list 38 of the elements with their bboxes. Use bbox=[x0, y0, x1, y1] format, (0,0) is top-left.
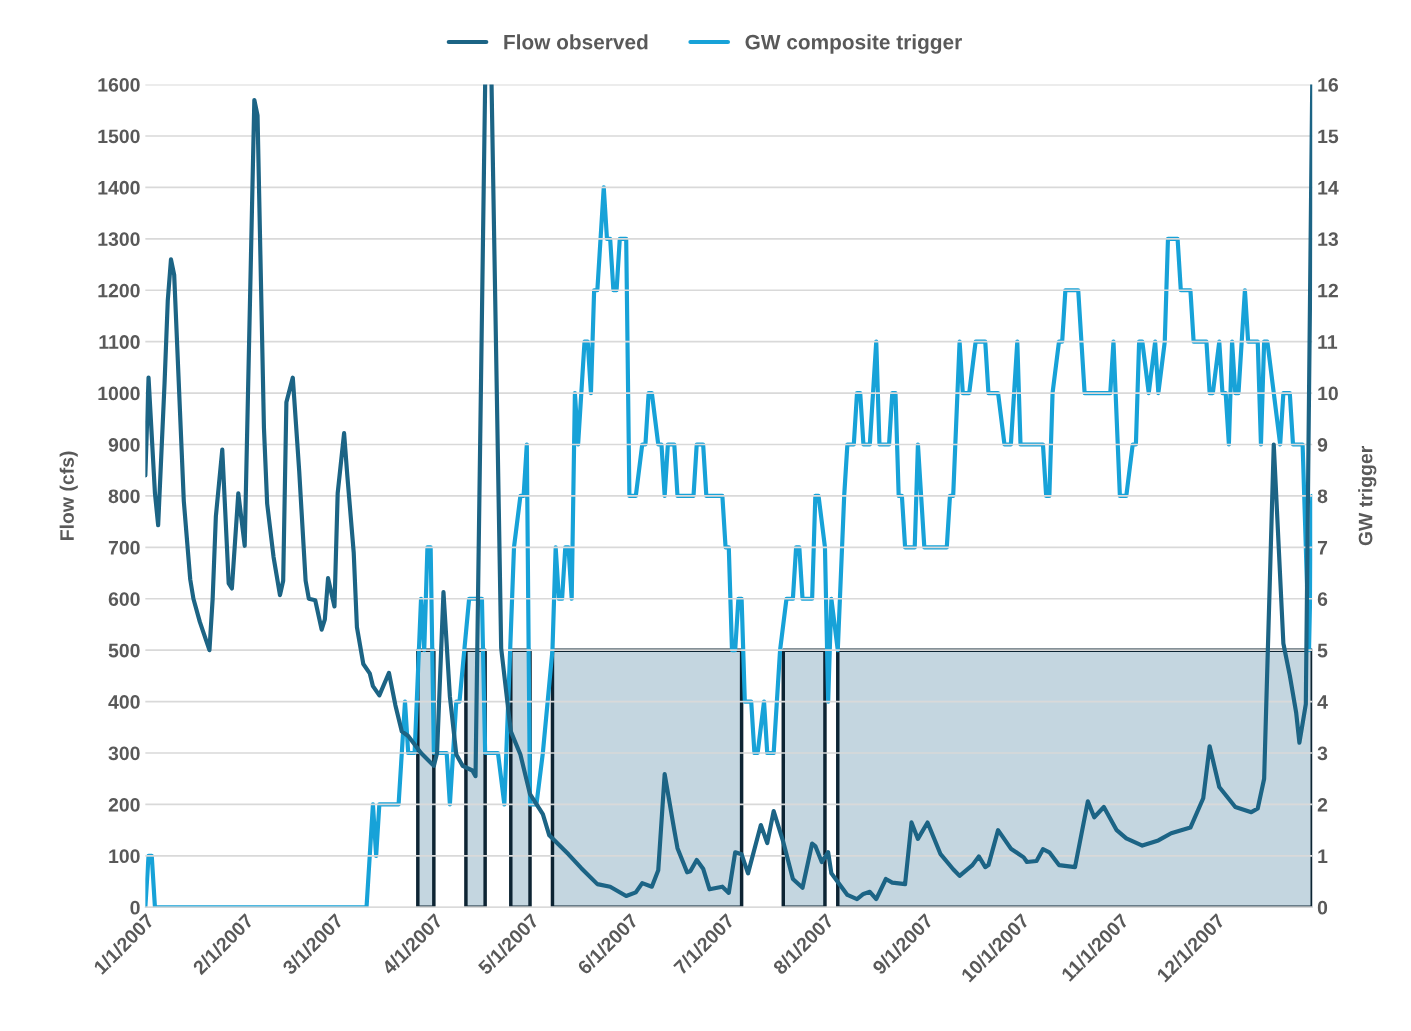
legend-label: Flow observed bbox=[504, 34, 648, 50]
y-tick-label: 0 bbox=[130, 900, 140, 915]
y-tick-label: 700 bbox=[108, 540, 140, 555]
y2-tick-label: 13 bbox=[1318, 232, 1339, 247]
legend-label: GW composite trigger bbox=[745, 34, 962, 54]
y2-tick-label: 14 bbox=[1318, 181, 1339, 195]
y-tick-label: 1100 bbox=[99, 335, 140, 349]
y-tick-label: 1000 bbox=[98, 386, 140, 401]
y2-tick-label: 10 bbox=[1318, 386, 1338, 401]
y2-tick-label: 11 bbox=[1318, 335, 1338, 349]
y-tick-label: 1300 bbox=[98, 232, 140, 247]
y-tick-label: 400 bbox=[108, 695, 140, 709]
y-tick-label: 100 bbox=[109, 849, 140, 864]
y2-tick-label: 7 bbox=[1317, 541, 1328, 555]
y-tick-label: 900 bbox=[108, 437, 140, 452]
y2-tick-label: 4 bbox=[1317, 695, 1328, 709]
y2-tick-label: 8 bbox=[1317, 489, 1328, 504]
y-tick-label: 600 bbox=[108, 592, 140, 606]
y-tick-label: 300 bbox=[108, 746, 140, 761]
y-tick-label: 1600 bbox=[98, 78, 140, 92]
y2-tick-label: 15 bbox=[1318, 129, 1339, 144]
y2-tick-label: 16 bbox=[1318, 78, 1339, 92]
y2-tick-label: 12 bbox=[1318, 283, 1338, 298]
y2-tick-label: 1 bbox=[1318, 849, 1328, 863]
y-tick-label: 1200 bbox=[98, 283, 140, 298]
y2-tick-label: 3 bbox=[1317, 746, 1328, 761]
y2-axis-title: GW trigger bbox=[1358, 445, 1377, 546]
y2-tick-label: 6 bbox=[1317, 592, 1328, 606]
y-tick-label: 1500 bbox=[98, 129, 140, 144]
y2-tick-label: 0 bbox=[1317, 900, 1328, 915]
y-tick-label: 500 bbox=[108, 643, 140, 658]
y2-tick-label: 9 bbox=[1317, 437, 1328, 452]
y2-tick-label: 5 bbox=[1317, 643, 1328, 658]
y-tick-label: 1400 bbox=[98, 180, 140, 195]
y2-tick-label: 2 bbox=[1317, 797, 1328, 812]
y-axis-title: Flow (cfs) bbox=[59, 451, 78, 540]
y-tick-label: 200 bbox=[108, 797, 140, 812]
y-tick-label: 800 bbox=[108, 489, 140, 504]
